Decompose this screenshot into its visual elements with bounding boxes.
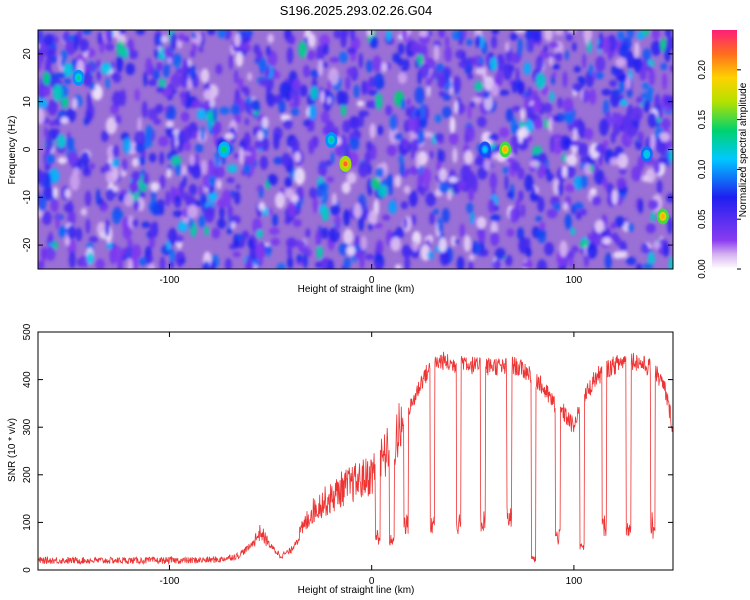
snr-ytick-label-0: 0 [22, 567, 33, 573]
colorbar-tick-label-1: 0.05 [697, 209, 708, 229]
snr-xtick-label-0: -100 [159, 576, 179, 587]
chart-title: S196.2025.293.02.26.G04 [280, 3, 433, 18]
colorbar-tick-label-4: 0.20 [697, 60, 708, 80]
hotspot-5 [329, 137, 334, 143]
snr-ytick-label-4: 400 [22, 371, 33, 388]
heatmap-xtick-label-2: 100 [566, 275, 583, 286]
hotspot-0 [343, 161, 348, 167]
colorbar [712, 30, 737, 269]
colorbar-label: Normalized spectral amplitude [738, 82, 749, 217]
heatmap-ytick-label-0: -20 [22, 237, 33, 252]
colorbar-tick-label-3: 0.15 [697, 109, 708, 129]
snr-x-axis-label: Height of straight line (km) [298, 585, 415, 596]
snr-xtick-label-1: 0 [369, 576, 375, 587]
hotspot-4 [76, 75, 81, 81]
snr-series-line [38, 351, 673, 566]
snr-ytick-label-2: 200 [22, 466, 33, 483]
colorbar-tick-label-2: 0.10 [697, 159, 708, 179]
heatmap-ytick-label-1: -10 [22, 190, 33, 205]
colorbar-tick-label-0: 0.00 [697, 259, 708, 279]
snr-y-axis-label: SNR (10 * v/v) [7, 418, 18, 482]
hotspot-6 [644, 151, 649, 157]
hotspot-1 [503, 147, 508, 152]
hotspot-7 [482, 147, 487, 152]
hotspot-3 [222, 147, 227, 152]
heatmap-ytick-label-2: 0 [22, 146, 33, 152]
heatmap-y-axis-label: Frequency (Hz) [7, 116, 18, 185]
snr-ytick-label-1: 100 [22, 514, 33, 531]
hotspot-2 [660, 213, 665, 219]
heatmap-xtick-label-1: 0 [369, 275, 375, 286]
heatmap-xtick-label-0: -100 [159, 275, 179, 286]
heatmap-plot-area [38, 30, 673, 269]
snr-frame [37, 331, 674, 571]
heatmap-ytick-label-3: 10 [22, 96, 33, 108]
heatmap-x-axis-label: Height of straight line (km) [298, 284, 415, 295]
snr-plot-area [38, 351, 673, 566]
snr-ytick-label-3: 300 [22, 418, 33, 435]
snr-ytick-label-5: 500 [22, 323, 33, 340]
heatmap-ytick-label-4: 20 [22, 48, 33, 60]
snr-xtick-label-2: 100 [566, 576, 583, 587]
